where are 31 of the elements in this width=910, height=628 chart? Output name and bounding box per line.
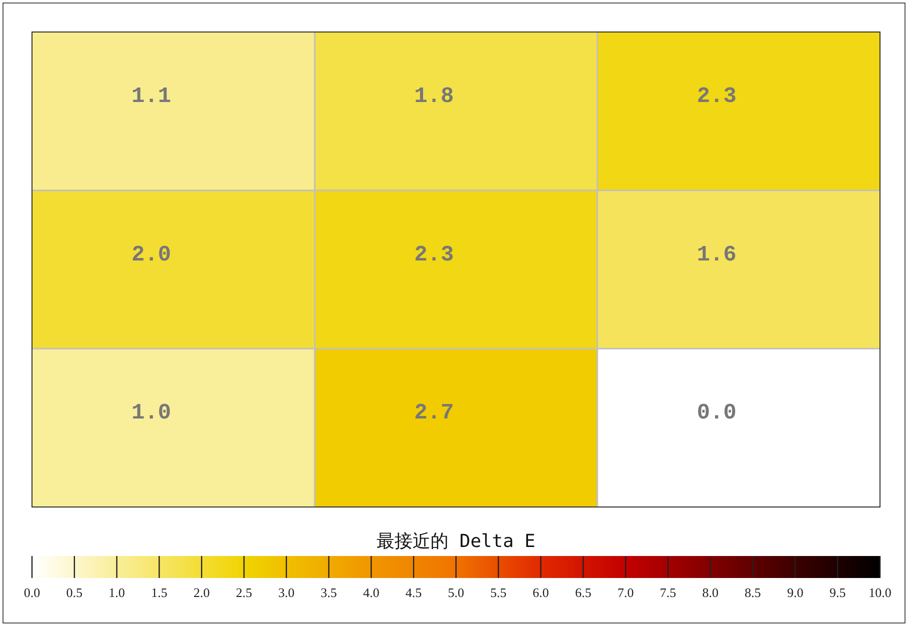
color-bar-label: 8.0	[702, 585, 719, 600]
color-bar-label: 2.5	[236, 585, 252, 600]
color-bar-label: 9.5	[829, 585, 846, 600]
color-bar-label: 0.5	[66, 585, 83, 600]
color-bar-label: 2.0	[193, 585, 210, 600]
color-bar-label: 6.0	[532, 585, 549, 600]
color-bar-label: 4.0	[363, 585, 380, 600]
color-bar-label: 5.0	[448, 585, 464, 600]
color-bar-label: 6.5	[575, 585, 592, 600]
color-bar-label: 10.0	[868, 585, 892, 600]
color-bar-label: 1.5	[151, 585, 168, 600]
color-bar-label: 4.5	[405, 585, 422, 600]
color-bar-title: 最接近的 Delta E	[376, 531, 536, 552]
color-bar-label: 9.0	[787, 585, 804, 600]
data-label: 2.0	[132, 242, 172, 268]
color-bar-label: 7.5	[660, 585, 676, 600]
data-label: 1.1	[132, 84, 172, 109]
color-bar-label: 3.0	[278, 585, 295, 600]
data-label: 1.0	[132, 400, 172, 426]
data-label: 0.0	[696, 400, 736, 426]
data-label: 1.8	[414, 84, 454, 109]
color-bar-label: 7.0	[617, 585, 634, 600]
color-bar-label: 1.0	[108, 585, 125, 600]
color-bar-label: 5.5	[490, 585, 507, 600]
data-label: 2.3	[414, 242, 454, 268]
color-bar-label: 8.5	[744, 585, 761, 600]
color-bar-label: 0.0	[24, 585, 40, 600]
data-label: 2.3	[696, 84, 736, 109]
color-bar-label: 3.5	[320, 585, 337, 600]
data-label: 1.6	[696, 242, 736, 268]
data-label: 2.7	[414, 400, 454, 426]
